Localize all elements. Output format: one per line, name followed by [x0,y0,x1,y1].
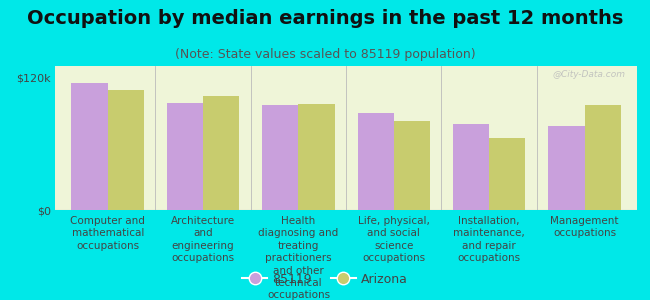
Text: Health
diagnosing and
treating
practitioners
and other
technical
occupations: Health diagnosing and treating practitio… [258,216,339,300]
Bar [358,112,394,210]
Bar [262,105,298,210]
Text: Occupation by median earnings in the past 12 months: Occupation by median earnings in the pas… [27,9,623,28]
Bar [108,90,144,210]
Text: Life, physical,
and social
science
occupations: Life, physical, and social science occup… [358,216,430,263]
Text: (Note: State values scaled to 85119 population): (Note: State values scaled to 85119 popu… [175,48,475,61]
Bar [167,103,203,210]
Bar [453,124,489,210]
Text: Architecture
and
engineering
occupations: Architecture and engineering occupations [171,216,235,263]
Bar [72,82,108,210]
Text: @City-Data.com: @City-Data.com [552,70,625,79]
Bar [584,105,621,210]
Legend: 85119, Arizona: 85119, Arizona [237,268,413,291]
Bar [298,104,335,210]
Bar [394,122,430,210]
Bar [549,126,584,210]
Text: Management
occupations: Management occupations [551,216,619,239]
Text: Computer and
mathematical
occupations: Computer and mathematical occupations [70,216,145,251]
Bar [489,138,525,210]
Bar [203,96,239,210]
Text: Installation,
maintenance,
and repair
occupations: Installation, maintenance, and repair oc… [453,216,525,263]
